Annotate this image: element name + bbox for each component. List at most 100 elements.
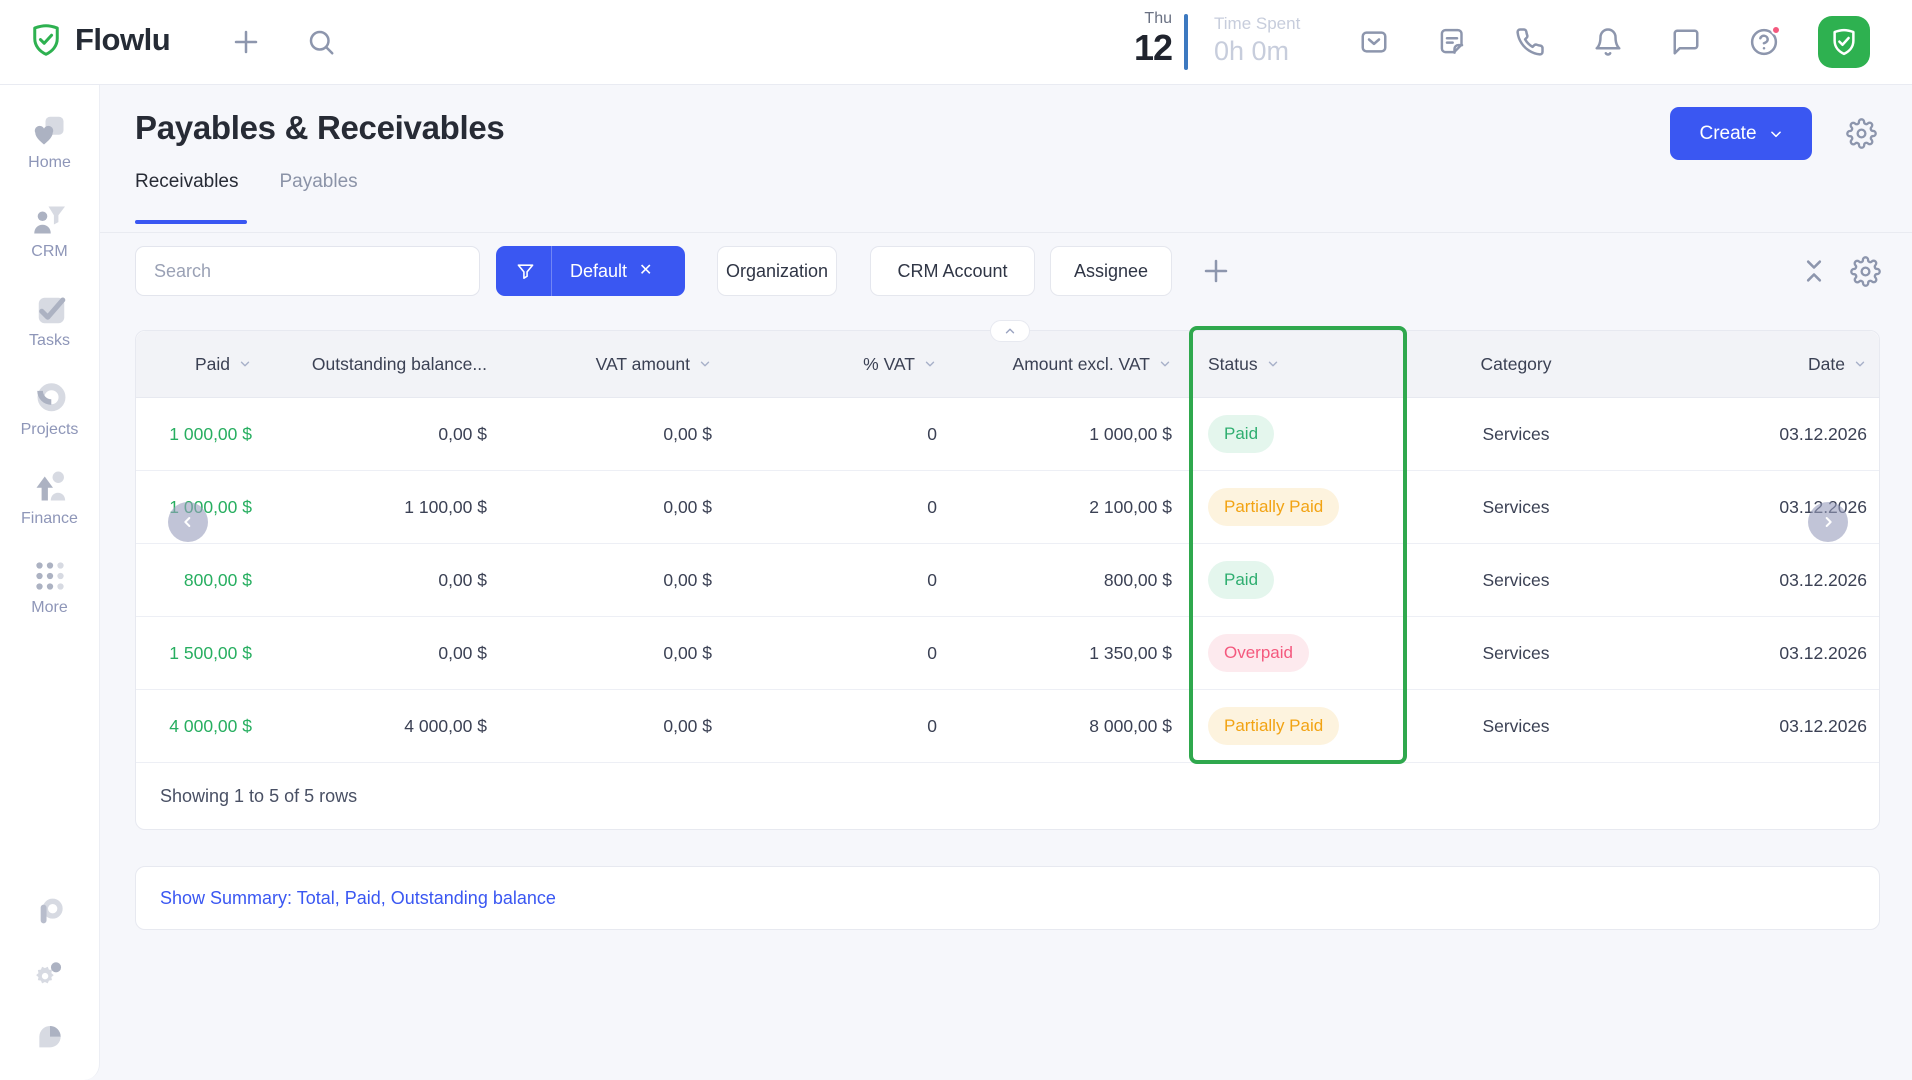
timer-bar (1184, 14, 1188, 70)
sort-chevron-icon (1855, 361, 1865, 367)
table-settings-button[interactable] (1850, 256, 1882, 288)
column-header-paid[interactable]: Paid (136, 354, 266, 375)
scroll-left-button[interactable] (168, 502, 208, 542)
column-header-status[interactable]: Status (1186, 354, 1411, 375)
cell-paid: 4 000,00 $ (169, 715, 252, 736)
chevron-left-icon (184, 517, 191, 527)
workspace-app-button[interactable] (1818, 16, 1870, 68)
remove-filter-icon[interactable]: ✕ (639, 262, 653, 279)
calendar-date-widget[interactable]: Thu 12 (1090, 10, 1173, 68)
filter-organization-button[interactable]: Organization (717, 246, 837, 296)
flowlu-shield-icon (33, 24, 59, 56)
sidebar-item-label: Home (28, 154, 71, 171)
flowlu-logo[interactable]: Flowlu (28, 22, 171, 58)
column-header-outstanding[interactable]: Outstanding balance... (311, 353, 487, 374)
show-summary-link[interactable]: Show Summary: Total, Paid, Outstanding b… (160, 887, 556, 908)
column-header-vat-pct[interactable]: % VAT (726, 354, 951, 375)
tab-receivables[interactable]: Receivables (135, 171, 247, 224)
table-row[interactable]: 1 500,00 $ 0,00 $ 0,00 $ 0 1 350,00 $ Ov… (136, 617, 1879, 690)
calls-button[interactable] (1514, 26, 1546, 58)
page-title: Payables & Receivables (135, 109, 505, 146)
column-header-date[interactable]: Date (1621, 354, 1881, 375)
more-grid-icon (35, 562, 64, 590)
status-badge: Paid (1208, 415, 1275, 453)
global-search-button[interactable] (305, 26, 337, 58)
table-row[interactable]: 4 000,00 $ 4 000,00 $ 0,00 $ 0 8 000,00 … (136, 690, 1879, 763)
cell-amount-excl-vat: 2 100,00 $ (1089, 496, 1172, 517)
add-filter-button[interactable] (1201, 256, 1233, 288)
table-collapse-toggle[interactable] (990, 320, 1030, 342)
status-badge: Partially Paid (1208, 488, 1340, 526)
table-row[interactable]: 1 000,00 $ 1 100,00 $ 0,00 $ 0 2 100,00 … (136, 471, 1879, 544)
table-row[interactable]: 1 000,00 $ 0,00 $ 0,00 $ 0 1 000,00 $ Pa… (136, 398, 1879, 471)
feedback-button[interactable] (34, 1020, 66, 1052)
sort-chevron-icon (700, 361, 710, 367)
tab-bar-divider (100, 232, 1912, 233)
phone-icon (1516, 28, 1544, 56)
cell-status: Partially Paid (1186, 488, 1411, 526)
cell-paid: 1 500,00 $ (169, 642, 252, 663)
tab-payables[interactable]: Payables (279, 171, 358, 192)
sidebar-item-more[interactable]: More (0, 558, 100, 617)
notifications-button[interactable] (1592, 26, 1624, 58)
cell-status: Overpaid (1186, 634, 1411, 672)
sidebar-bottom-icons (34, 896, 66, 1080)
sidebar-item-label: More (31, 599, 68, 616)
chevron-down-icon (1770, 130, 1781, 137)
cell-category: Services (1482, 642, 1550, 663)
cell-vat-pct: 0 (927, 423, 937, 444)
sidebar-item-finance[interactable]: Finance (0, 469, 100, 528)
note-icon (1440, 28, 1464, 54)
sidebar-item-crm[interactable]: CRM (0, 202, 100, 261)
help-button[interactable] (1748, 25, 1781, 58)
cell-date: 03.12.2026 (1779, 423, 1867, 444)
default-filter-chip[interactable]: Default ✕ (496, 246, 685, 296)
sidebar: Home CRM Tasks Projects Finance More (0, 85, 100, 1080)
cell-outstanding: 0,00 $ (438, 569, 487, 590)
column-header-vat-amount[interactable]: VAT amount (501, 354, 726, 375)
cell-paid: 800,00 $ (183, 569, 252, 590)
sidebar-item-tasks[interactable]: Tasks (0, 291, 100, 350)
inbox-button[interactable] (1358, 26, 1390, 58)
cell-category: Services (1482, 496, 1550, 517)
date-day: 12 (1133, 27, 1173, 68)
create-button[interactable]: Create (1670, 107, 1812, 160)
plus-icon (234, 30, 258, 54)
filter-crm-account-button[interactable]: CRM Account (870, 246, 1035, 296)
bell-icon (1595, 28, 1621, 56)
quick-add-button[interactable] (230, 26, 262, 58)
notes-button[interactable] (1436, 26, 1468, 58)
crm-icon (33, 206, 65, 234)
cell-amount-excl-vat: 8 000,00 $ (1089, 715, 1172, 736)
time-spent-widget[interactable]: Time Spent 0h 0m (1214, 13, 1300, 67)
summary-card: Show Summary: Total, Paid, Outstanding b… (135, 866, 1880, 930)
cell-status: Paid (1186, 415, 1411, 453)
cell-date: 03.12.2026 (1779, 642, 1867, 663)
portal-button[interactable] (34, 896, 66, 928)
logo-text: Flowlu (75, 22, 171, 57)
cell-vat-pct: 0 (927, 569, 937, 590)
sidebar-item-label: Finance (21, 510, 78, 527)
cell-vat-pct: 0 (927, 642, 937, 663)
search-input[interactable] (135, 246, 480, 296)
shield-check-icon (1833, 28, 1855, 56)
sidebar-item-label: CRM (31, 243, 68, 260)
scroll-right-button[interactable] (1808, 502, 1848, 542)
page-settings-button[interactable] (1846, 118, 1878, 150)
cell-status: Partially Paid (1186, 707, 1411, 745)
sidebar-item-projects[interactable]: Projects (0, 380, 100, 439)
top-bar: Flowlu Thu 12 Time Spent 0h 0m (0, 0, 1912, 85)
messenger-button[interactable] (1670, 26, 1702, 58)
table-row[interactable]: 800,00 $ 0,00 $ 0,00 $ 0 800,00 $ Paid S… (136, 544, 1879, 617)
collapse-rows-button[interactable] (1800, 257, 1830, 287)
time-spent-value: 0h 0m (1214, 36, 1290, 66)
projects-icon (36, 383, 65, 412)
gear-icon (1850, 256, 1881, 287)
sidebar-item-home[interactable]: Home (0, 113, 100, 172)
cell-category: Services (1482, 423, 1550, 444)
column-header-amount-excl-vat[interactable]: Amount excl. VAT (951, 354, 1186, 375)
cell-date: 03.12.2026 (1779, 715, 1867, 736)
chat-bubble-icon (1673, 29, 1699, 55)
filter-assignee-button[interactable]: Assignee (1050, 246, 1172, 296)
settings-button[interactable] (34, 958, 66, 990)
